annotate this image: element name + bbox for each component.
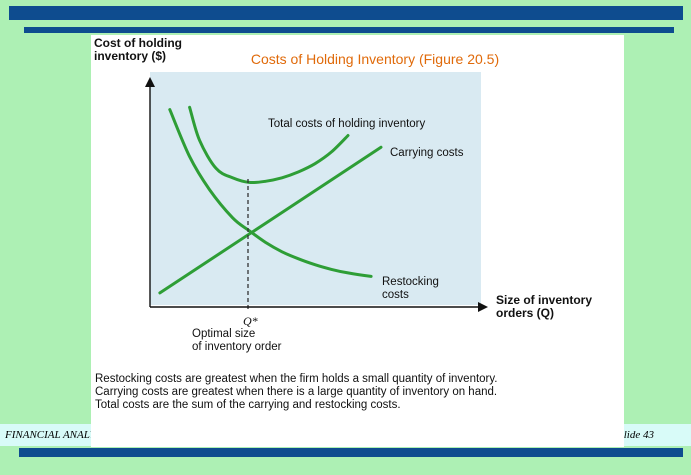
carrying-costs-line: [158, 145, 383, 295]
caption-line-1: Restocking costs are greatest when the f…: [95, 373, 498, 385]
figure: Cost of holding inventory ($) Costs of H…: [91, 35, 624, 447]
series-label-carrying: Carrying costs: [390, 147, 464, 159]
x-axis-arrow: [478, 302, 488, 312]
caption-line-3: Total costs are the sum of the carrying …: [95, 399, 401, 411]
series-label-total: Total costs of holding inventory: [268, 118, 426, 130]
x-axis-label-line2: orders (Q): [496, 306, 554, 320]
footer-left-text: FINANCIAL ANALYSIS: [5, 429, 91, 441]
x-axis-label-line1: Size of inventory: [496, 293, 592, 307]
y-axis-arrow: [145, 77, 155, 87]
optimal-size-label-line1: Optimal size: [192, 328, 255, 340]
footer-right-text: Slide 43: [618, 429, 654, 441]
bottom-bar: [19, 448, 683, 457]
curves-group: [158, 105, 383, 295]
top-thin-bar: [24, 27, 674, 33]
caption-line-2: Carrying costs are greatest when there i…: [95, 386, 498, 398]
chart: Cost of holding inventory ($) Costs of H…: [94, 36, 592, 353]
top-bar: [9, 6, 683, 20]
restocking-costs-curve: [168, 108, 373, 278]
series-label-restocking-line1: Restocking: [382, 276, 439, 288]
y-axis-label-line2: inventory ($): [94, 49, 166, 63]
chart-title: Costs of Holding Inventory (Figure 20.5): [251, 51, 499, 67]
q-star-label: Q*: [243, 314, 258, 328]
y-axis-label-line1: Cost of holding: [94, 36, 182, 50]
plot-area: [150, 72, 481, 305]
optimal-size-label-line2: of inventory order: [192, 341, 282, 353]
total-costs-curve: [188, 105, 350, 185]
series-label-restocking-line2: costs: [382, 289, 409, 301]
